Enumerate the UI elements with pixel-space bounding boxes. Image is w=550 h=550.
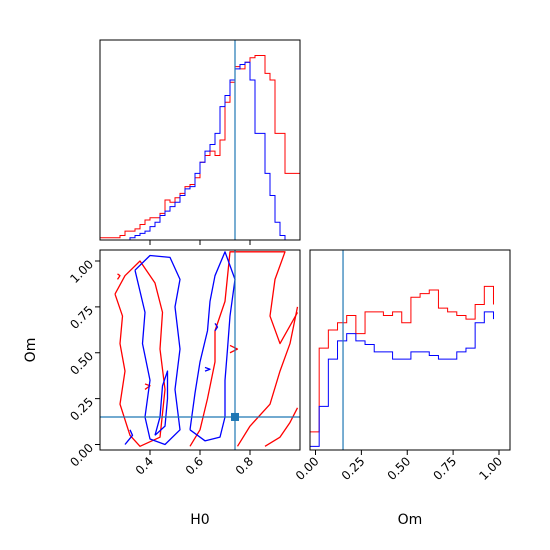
contour-red <box>236 306 299 447</box>
joint-panel-frame <box>99 249 301 451</box>
histogram-om-x-tick-label: 0.75 <box>430 454 459 483</box>
histogram-om-frame <box>309 249 511 451</box>
histogram-h0-red-series <box>99 55 301 240</box>
histogram-h0-frame <box>99 39 301 241</box>
joint-y-tick-label: 1.00 <box>67 257 96 286</box>
contour-red <box>264 407 299 447</box>
histogram-om-x-tick-label: 0.25 <box>339 454 368 483</box>
joint-x-tick-label: 0.6 <box>183 454 206 477</box>
joint-x-tick-label: 0.8 <box>233 454 256 477</box>
contour-blue <box>189 251 236 442</box>
contour-blue <box>204 366 211 372</box>
contour-blue <box>214 323 219 332</box>
histogram-om-blue-series <box>309 311 494 450</box>
histogram-om-x-tick-label: 1.00 <box>476 454 505 483</box>
contour-blue <box>134 254 181 446</box>
truth-marker <box>231 412 239 421</box>
contour-red <box>114 260 166 447</box>
joint-y-tick-label: 0.25 <box>67 395 96 424</box>
histogram-h0-panel <box>99 39 301 245</box>
x-axis-label-om: Om <box>398 512 423 528</box>
histogram-om-x-tick-label: 0.50 <box>385 454 414 483</box>
joint-y-tick-label: 0.50 <box>67 349 96 378</box>
y-axis-label-om: Om <box>23 338 39 363</box>
contour-red <box>144 383 151 390</box>
joint-contour-panel: 0.4 0.6 0.8 0.00 0.25 0.50 0.75 1.00 <box>67 249 301 478</box>
histogram-h0-blue-series <box>100 61 300 241</box>
contour-red <box>116 273 121 280</box>
contour-red <box>189 251 299 447</box>
histogram-om-panel: 0.00 0.25 0.50 0.75 1.00 <box>293 249 511 483</box>
joint-y-tick-label: 0.75 <box>67 303 96 332</box>
contour-red <box>229 344 239 354</box>
histogram-om-x-tick-label: 0.00 <box>293 454 322 483</box>
joint-x-tick-label: 0.4 <box>133 454 156 477</box>
x-axis-label-h0: H0 <box>190 512 209 528</box>
contour-blue <box>124 429 134 445</box>
histogram-om-red-series <box>309 285 494 450</box>
joint-y-tick-label: 0.00 <box>67 441 96 470</box>
